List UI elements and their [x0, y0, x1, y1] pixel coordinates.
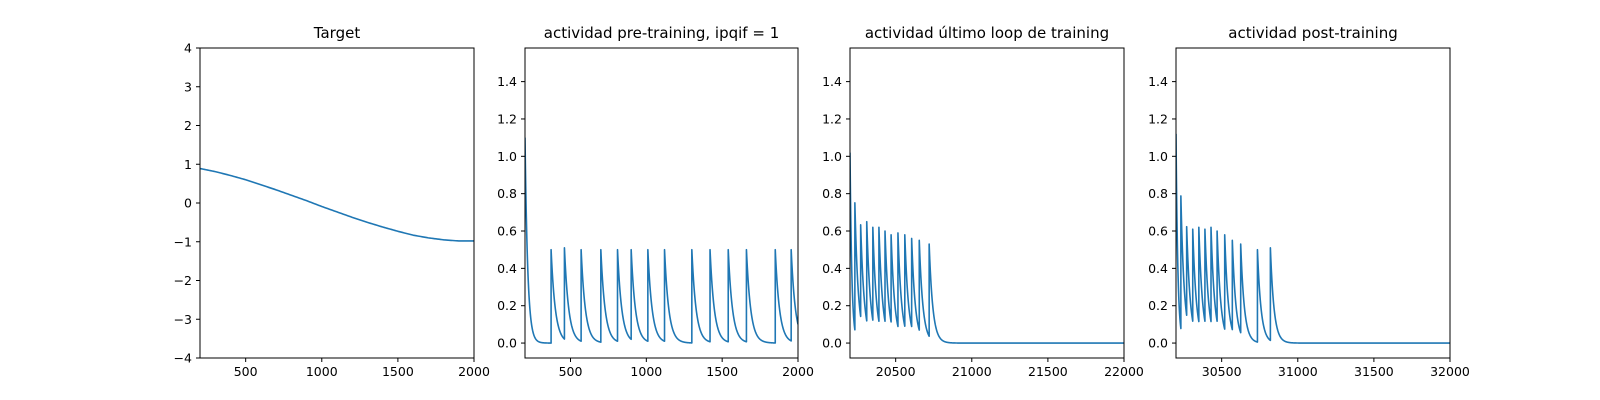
y-tick-label: 0.4 — [497, 261, 517, 276]
y-tick-label: 0.6 — [497, 224, 517, 239]
series-line — [200, 167, 474, 242]
y-tick-label: −2 — [174, 273, 192, 288]
y-tick-label: 0.6 — [1148, 224, 1168, 239]
y-tick-label: 1.2 — [1148, 111, 1168, 126]
y-tick-label: 0.8 — [822, 186, 842, 201]
x-tick-label: 2000 — [782, 364, 814, 379]
y-tick-label: −4 — [174, 351, 192, 366]
y-tick-label: 0.6 — [822, 224, 842, 239]
y-tick-label: 1.4 — [497, 74, 517, 89]
x-tick-label: 22000 — [1104, 364, 1144, 379]
x-tick-label: 20500 — [876, 364, 916, 379]
y-tick-label: 0.4 — [822, 261, 842, 276]
y-tick-label: 0.8 — [1148, 186, 1168, 201]
y-tick-label: 0.0 — [1148, 336, 1168, 351]
y-tick-label: 0.0 — [822, 336, 842, 351]
y-tick-label: −1 — [174, 234, 192, 249]
y-tick-label: 1.4 — [1148, 74, 1168, 89]
x-tick-label: 1000 — [306, 364, 338, 379]
x-tick-label: 1500 — [706, 364, 738, 379]
x-tick-label: 32000 — [1430, 364, 1470, 379]
x-tick-label: 30500 — [1202, 364, 1242, 379]
subplot-title: actividad post-training — [1228, 24, 1397, 42]
y-tick-label: −3 — [174, 312, 192, 327]
axes-frame — [524, 47, 799, 359]
x-tick-label: 500 — [559, 364, 583, 379]
axes-frame — [849, 47, 1125, 359]
y-tick-label: 0.2 — [822, 298, 842, 313]
subplot-title: actividad último loop de training — [865, 24, 1109, 42]
axes-frame — [1175, 47, 1451, 359]
subplot-title: Target — [313, 24, 361, 42]
y-tick-label: 0.4 — [1148, 261, 1168, 276]
subplot-3: actividad último loop de training 20500 21… — [822, 24, 1144, 379]
series-line — [850, 152, 1124, 344]
y-tick-label: 0.8 — [497, 186, 517, 201]
subplot-1: Target 500 1000 1500 2000 −4 −3 −2 −1 0 1 2 3 4 — [174, 24, 490, 379]
series-line — [1176, 133, 1450, 344]
y-tick-label: 1.2 — [497, 111, 517, 126]
y-tick-label: 1.0 — [497, 149, 517, 164]
x-tick-label: 500 — [234, 364, 258, 379]
subplot-2: actividad pre-training, ipqif = 1 500 1000… — [497, 24, 814, 379]
y-tick-label: 0.2 — [1148, 298, 1168, 313]
y-tick-label: 1 — [184, 157, 192, 172]
y-tick-label: 1.0 — [822, 149, 842, 164]
x-tick-label: 21500 — [1028, 364, 1068, 379]
x-tick-label: 31000 — [1278, 364, 1318, 379]
y-tick-label: 4 — [184, 41, 192, 56]
y-tick-label: 1.2 — [822, 111, 842, 126]
y-tick-label: 3 — [184, 79, 192, 94]
x-tick-label: 21000 — [952, 364, 992, 379]
y-tick-label: 0.2 — [497, 298, 517, 313]
y-tick-label: 2 — [184, 118, 192, 133]
x-tick-label: 1000 — [630, 364, 662, 379]
y-tick-label: 0 — [184, 196, 192, 211]
series-line — [525, 137, 798, 344]
x-tick-label: 2000 — [458, 364, 490, 379]
subplot-4: actividad post-training 30500 31000 31500 32… — [1148, 24, 1470, 379]
axes-frame — [199, 47, 475, 359]
y-tick-label: 0.0 — [497, 336, 517, 351]
y-tick-label: 1.0 — [1148, 149, 1168, 164]
x-tick-label: 31500 — [1354, 364, 1394, 379]
x-tick-label: 1500 — [382, 364, 414, 379]
subplot-title: actividad pre-training, ipqif = 1 — [544, 24, 780, 42]
y-tick-label: 1.4 — [822, 74, 842, 89]
